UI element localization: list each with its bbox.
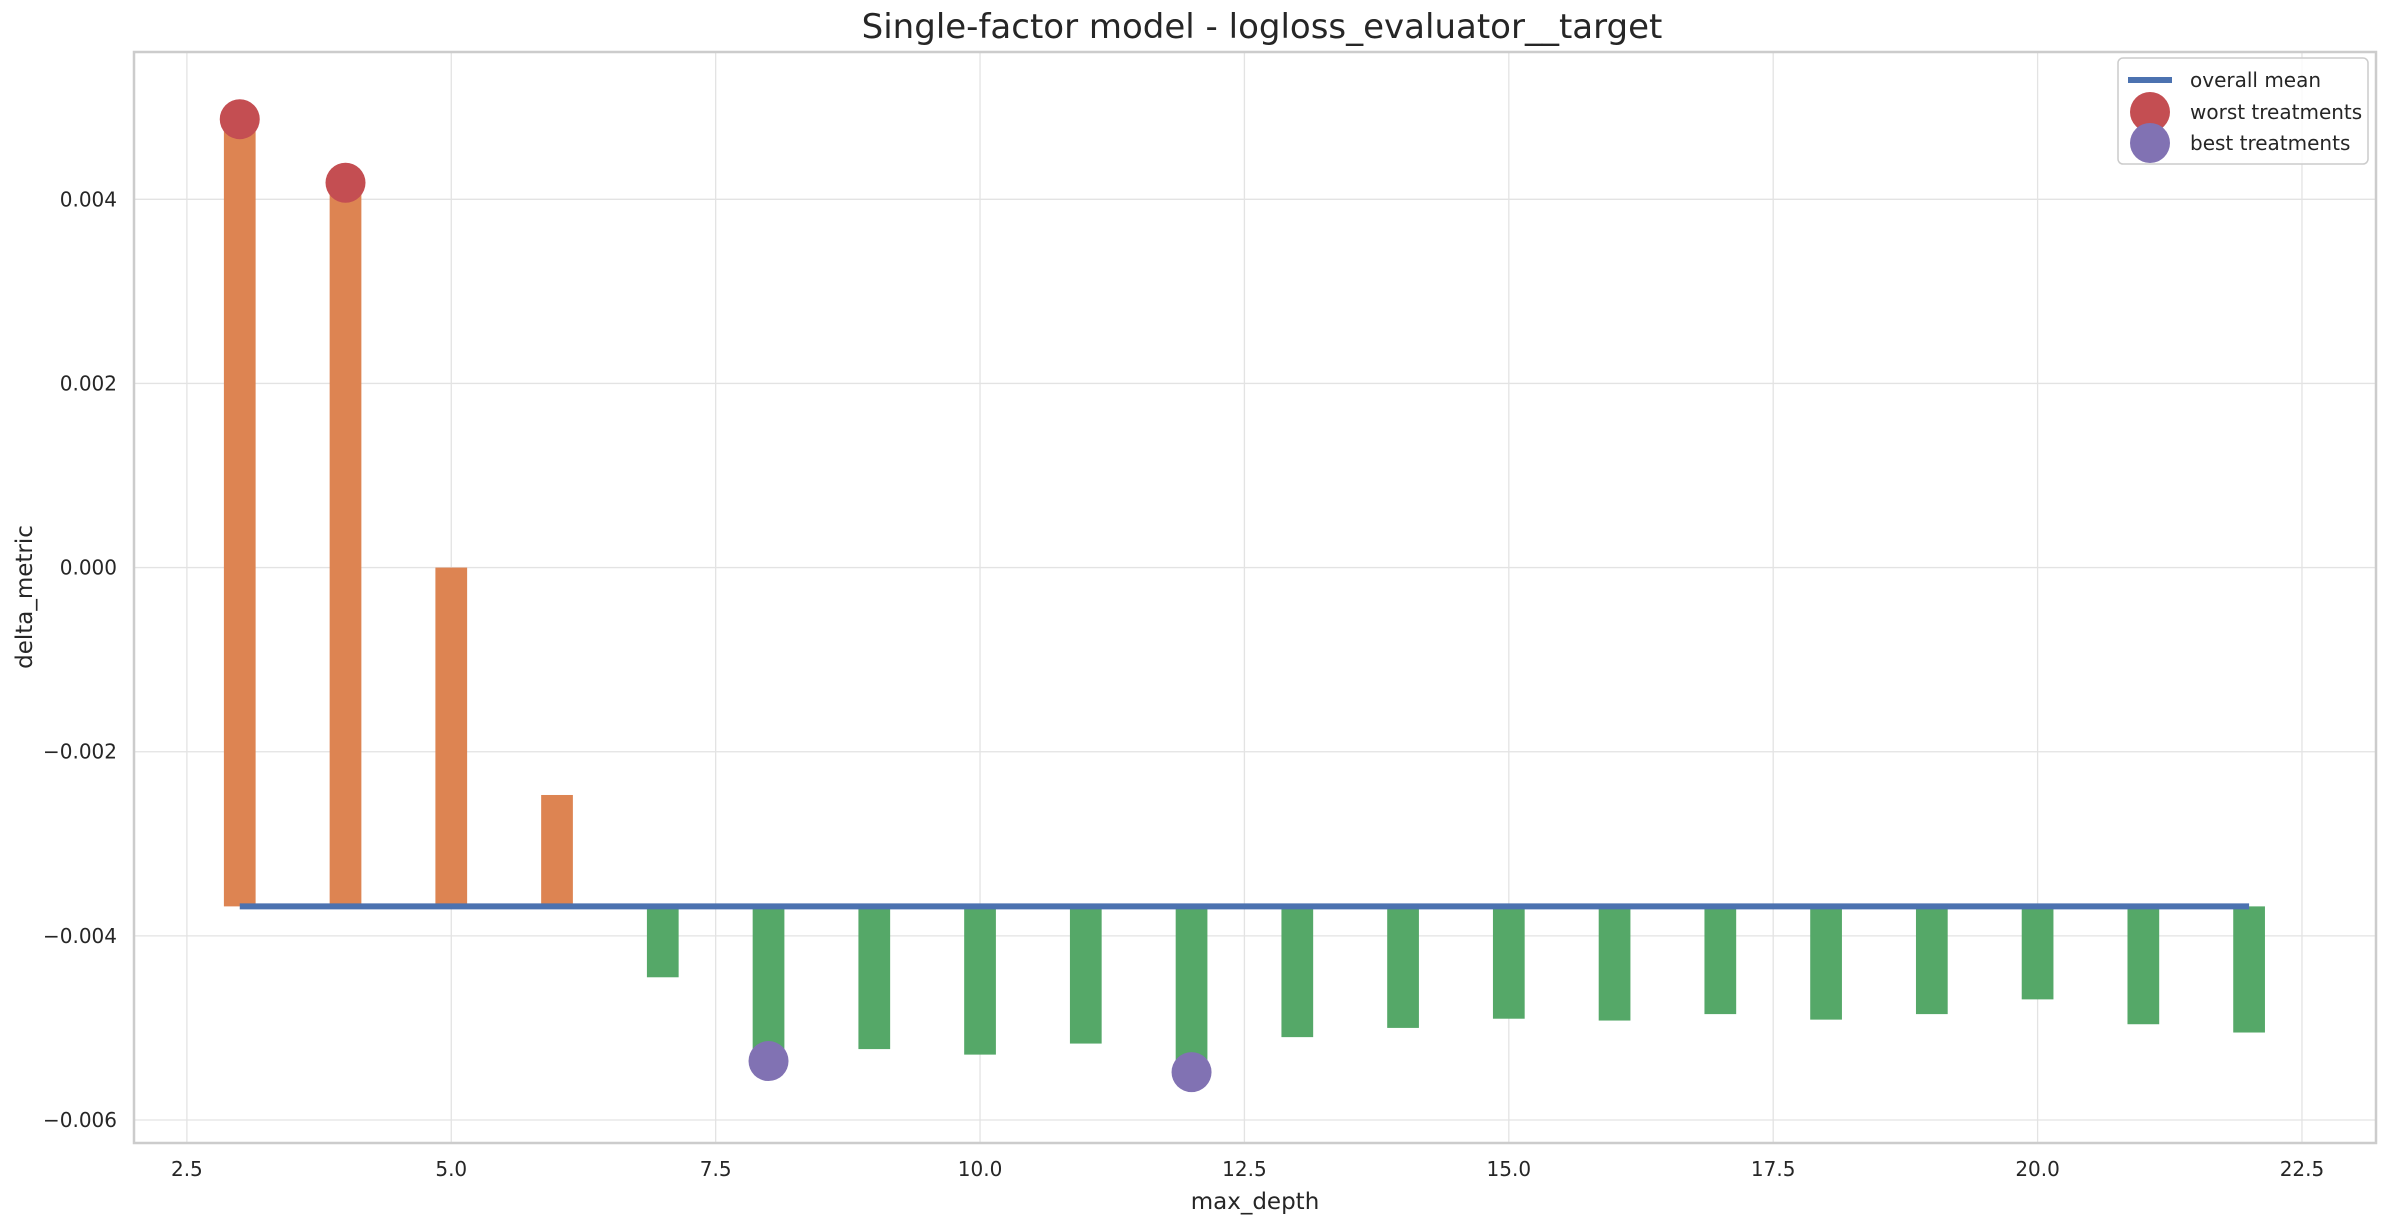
- bar: [223, 119, 256, 907]
- y-tick-label: 0.002: [60, 371, 117, 395]
- legend-overall-mean-label: overall mean: [2190, 68, 2321, 92]
- worst-treatment-marker: [325, 162, 366, 203]
- chart-title: Single-factor model - logloss_evaluator_…: [862, 7, 1663, 47]
- x-tick-label: 2.5: [171, 1157, 203, 1181]
- bar: [1281, 906, 1314, 1038]
- x-tick-label: 17.5: [1751, 1157, 1796, 1181]
- bar: [1598, 906, 1631, 1021]
- x-tick-label: 7.5: [700, 1157, 732, 1181]
- y-tick-label: 0.000: [60, 556, 117, 580]
- bars: [223, 119, 2265, 1073]
- plot-frame: [132, 50, 2378, 1145]
- bar: [1175, 906, 1208, 1073]
- legend-box: [2117, 57, 2369, 165]
- y-tick-label: 0.004: [60, 187, 117, 211]
- bar: [1704, 906, 1737, 1015]
- x-tick-label: 10.0: [958, 1157, 1003, 1181]
- x-tick-label: 22.5: [2280, 1157, 2325, 1181]
- bar: [1387, 906, 1419, 1028]
- plot-area: [132, 50, 2378, 1145]
- legend-best-treatments-swatch: [2130, 123, 2170, 163]
- legend-worst-treatments-label: worst treatments: [2190, 100, 2362, 124]
- x-tick-label: 20.0: [2015, 1157, 2060, 1181]
- x-tick-label: 5.0: [435, 1157, 467, 1181]
- bar: [1915, 906, 1948, 1015]
- bar: [752, 906, 785, 1062]
- bar: [2021, 906, 2054, 1000]
- best-treatment-marker: [1171, 1052, 1212, 1093]
- best-treatment-marker: [748, 1041, 789, 1082]
- plot-background: [134, 52, 2376, 1143]
- legend-best-treatments-label: best treatments: [2190, 131, 2350, 155]
- bar: [646, 906, 679, 978]
- x-tick-label: 12.5: [1222, 1157, 1267, 1181]
- bar: [1810, 906, 1842, 1020]
- treatment-markers: [219, 99, 1212, 1093]
- bar: [435, 567, 468, 907]
- bar: [1069, 906, 1102, 1044]
- bar: [964, 906, 996, 1055]
- y-axis-label: delta_metric: [12, 525, 38, 669]
- y-axis-ticks: −0.006 −0.004 −0.002 0.000 0.002 0.004: [43, 187, 117, 1132]
- bar: [541, 794, 573, 907]
- bar: [2127, 906, 2160, 1025]
- legend-worst-treatments-swatch: [2130, 92, 2170, 132]
- bar: [858, 906, 891, 1050]
- y-tick-label: −0.004: [43, 924, 117, 948]
- y-tick-label: −0.002: [43, 740, 117, 764]
- bar: [329, 182, 362, 907]
- x-tick-label: 15.0: [1487, 1157, 1532, 1181]
- y-tick-label: −0.006: [43, 1108, 117, 1132]
- grid-lines: [134, 52, 2376, 1143]
- x-axis-ticks: 2.5 5.0 7.5 10.0 12.5 15.0 17.5 20.0 22.5: [171, 1157, 2324, 1181]
- worst-treatment-marker: [219, 99, 260, 140]
- x-axis-label: max_depth: [1191, 1189, 1320, 1215]
- bar: [2233, 906, 2265, 1033]
- legend: overall mean worst treatments best treat…: [2117, 57, 2369, 165]
- bar: [1492, 906, 1525, 1019]
